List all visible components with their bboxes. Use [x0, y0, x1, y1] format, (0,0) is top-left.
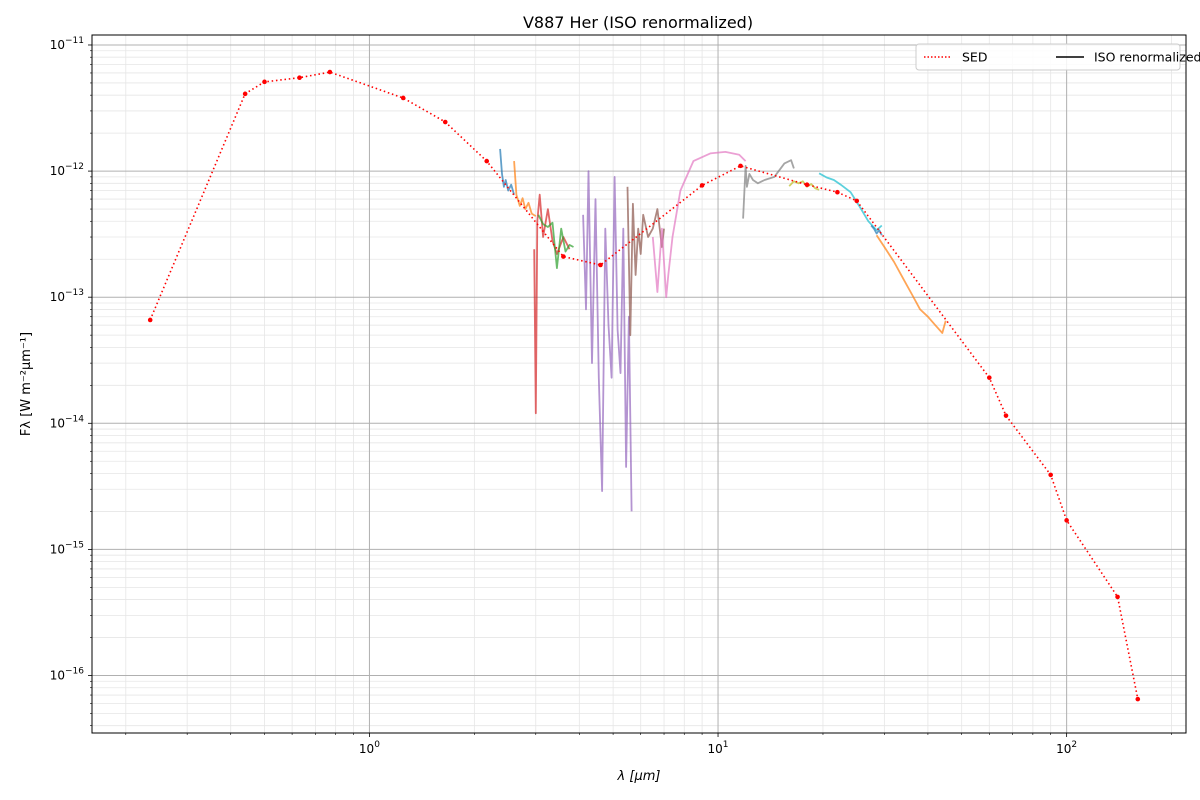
iso-segment-2	[513, 161, 537, 217]
sed-point	[1064, 518, 1069, 523]
legend-label-1: SED	[962, 50, 987, 65]
y-tick-label: 10−14	[50, 414, 85, 430]
y-tick-label: 10−11	[50, 36, 84, 52]
x-tick-label: 102	[1056, 740, 1077, 756]
sed-point	[262, 79, 267, 85]
sed-point	[986, 375, 992, 380]
y-tick-label: 10−13	[50, 288, 84, 304]
series-layer	[147, 69, 1141, 702]
iso-segment-5	[582, 170, 633, 512]
iso-segment-12	[875, 234, 947, 334]
sed-point	[1135, 696, 1141, 702]
sed-point	[598, 262, 603, 268]
x-axis-label: λ [μm]	[617, 769, 661, 784]
y-axis-label: Fλ [W m⁻²μm⁻¹]	[19, 332, 34, 436]
iso-segment-11	[870, 224, 883, 236]
sed-point	[854, 198, 860, 204]
sed-point	[147, 317, 153, 323]
minor-grid	[92, 35, 1186, 733]
chart-title: V887 Her (ISO renormalized)	[523, 13, 753, 32]
sed-point	[442, 119, 448, 125]
sed-point	[835, 189, 840, 195]
y-tick-label: 10−15	[50, 540, 84, 556]
sed-point	[1115, 594, 1120, 600]
sed-point	[297, 75, 302, 81]
iso-segment-9	[788, 180, 820, 191]
legend: SED ISO renormalized	[915, 43, 1200, 71]
x-tick-label: 101	[708, 740, 729, 756]
y-tick-label: 10−12	[50, 162, 84, 178]
plot-area	[147, 69, 1141, 702]
iso-segment-1	[499, 148, 515, 195]
sed-point	[327, 69, 333, 75]
sed-point	[561, 254, 566, 259]
iso-segment-4	[537, 214, 574, 270]
y-axis-ticks: 10−11 10−12 10−13 10−14 10−15 10−16	[50, 36, 92, 726]
major-grid	[92, 35, 1186, 733]
x-axis-ticks: 100 101 102	[125, 733, 1172, 756]
legend-box	[915, 43, 1181, 71]
y-tick-label: 10−16	[50, 667, 85, 683]
legend-label-2: ISO renormalized	[1094, 50, 1200, 65]
plot-frame	[91, 34, 1187, 734]
sed-point	[1048, 472, 1053, 478]
sed-point	[804, 182, 810, 187]
sed-point	[1003, 413, 1009, 418]
sed-point	[738, 163, 743, 169]
sed-point	[699, 183, 705, 188]
sed-point	[242, 91, 248, 97]
sed-point	[400, 95, 406, 101]
sed-point	[484, 158, 490, 164]
iso-segment-6	[626, 186, 665, 337]
x-tick-label: 100	[359, 740, 380, 756]
iso-segment-7	[651, 150, 747, 299]
iso-segment-8	[742, 159, 795, 219]
